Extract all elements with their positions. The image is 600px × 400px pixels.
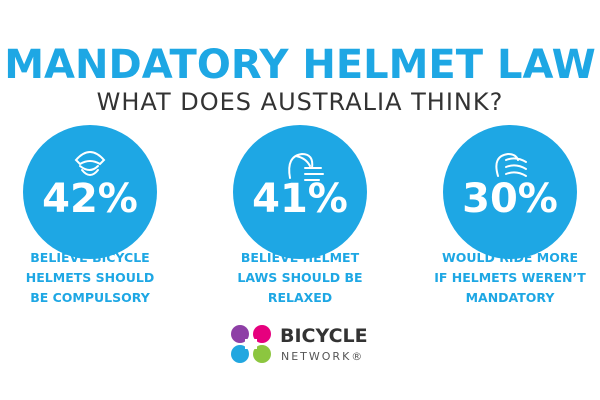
stat-caption: BELIEVE BICYCLE <box>30 250 149 265</box>
logo-mark <box>231 325 271 363</box>
stat-caption: BE COMPULSORY <box>30 290 151 305</box>
stat-figure: 30% <box>462 176 558 222</box>
stat-circle <box>23 125 157 259</box>
stat-card: 42% <box>23 125 157 259</box>
stat-caption: MANDATORY <box>466 290 556 305</box>
stat-caption: IF HELMETS WEREN’T <box>434 270 586 285</box>
logo-tagline: NETWORK® <box>281 350 364 363</box>
stat-figure: 42% <box>42 176 138 222</box>
subtitle: WHAT DOES AUSTRALIA THINK? <box>97 88 504 116</box>
stat-caption: WOULD RIDE MORE <box>442 250 578 265</box>
logo: BICYCLE NETWORK® <box>231 325 368 363</box>
wind-icon <box>495 152 527 177</box>
logo-name: BICYCLE <box>280 325 368 347</box>
stat-card: 30% <box>443 125 577 259</box>
title: MANDATORY HELMET LAW <box>4 42 595 88</box>
stat-card: 41% <box>233 125 367 259</box>
stat-caption: HELMETS SHOULD <box>26 270 154 285</box>
stat-circle <box>233 125 367 259</box>
stat-circle <box>443 125 577 259</box>
stat-caption: BELIEVE HELMET <box>241 250 360 265</box>
stat-caption: LAWS SHOULD BE <box>237 270 362 285</box>
stat-figure: 41% <box>252 176 348 222</box>
hair-icon <box>288 152 324 181</box>
helmet-icon <box>74 151 106 176</box>
stat-caption: RELAXED <box>268 290 332 305</box>
